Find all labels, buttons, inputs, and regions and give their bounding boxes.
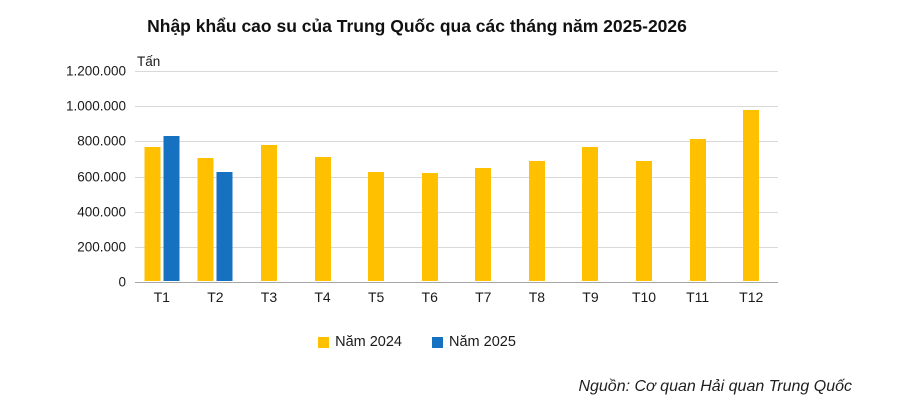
legend-label: Năm 2025 <box>449 334 516 350</box>
gridline-1000000 <box>135 106 778 108</box>
gridline-0 <box>135 282 778 283</box>
legend-item-n-m-2024: Năm 2024 <box>318 334 402 350</box>
gridline-400000 <box>135 211 778 213</box>
y-axis-unit-label: Tấn <box>137 54 161 69</box>
bar-n-m-2024-t9 <box>582 147 599 281</box>
bar-group-t8 <box>528 161 545 281</box>
bar-n-m-2025-t2 <box>216 171 233 281</box>
bar-n-m-2024-t1 <box>144 146 161 281</box>
bar-n-m-2024-t11 <box>689 139 706 281</box>
x-tick-t6: T6 <box>421 289 438 305</box>
x-tick-t3: T3 <box>260 289 278 305</box>
bar-n-m-2024-t6 <box>421 172 438 281</box>
gridline-600000 <box>135 176 778 178</box>
legend-swatch-icon <box>432 336 443 348</box>
legend-item-n-m-2025: Năm 2025 <box>432 334 516 350</box>
y-tick-800000: 800.000 <box>77 133 126 149</box>
bar-group-t2 <box>197 157 233 281</box>
bar-group-t11 <box>689 139 706 281</box>
bar-n-m-2025-t1 <box>163 135 180 281</box>
bar-group-t3 <box>260 144 277 281</box>
gridline-1200000 <box>135 71 778 72</box>
x-tick-t5: T5 <box>367 289 385 305</box>
bar-n-m-2024-t12 <box>743 109 760 281</box>
y-tick-0: 0 <box>118 274 126 290</box>
legend-swatch-icon <box>318 336 330 348</box>
x-tick-t9: T9 <box>582 289 599 305</box>
y-tick-200000: 200.000 <box>77 239 126 255</box>
bar-group-t10 <box>636 161 653 281</box>
bar-group-t7 <box>475 167 492 281</box>
x-tick-t8: T8 <box>528 289 546 305</box>
bar-n-m-2024-t3 <box>260 144 277 281</box>
x-tick-t12: T12 <box>739 289 764 305</box>
x-tick-t1: T1 <box>153 289 170 305</box>
chart-title: Nhập khẩu cao su của Trung Quốc qua các … <box>147 16 687 36</box>
gridline-200000 <box>135 246 778 248</box>
x-tick-t4: T4 <box>314 289 331 305</box>
y-tick-400000: 400.000 <box>77 204 126 220</box>
legend-label: Năm 2024 <box>335 334 402 350</box>
bar-n-m-2024-t2 <box>197 157 214 281</box>
x-tick-t7: T7 <box>475 289 492 305</box>
y-tick-1200000: 1.200.000 <box>65 63 126 79</box>
x-axis-tick-labels: T1 T2 T3 T4 T5 T6 T7 T8 T9 T10 T11 T12 <box>135 289 778 309</box>
bar-group-t6 <box>421 172 438 281</box>
y-tick-1000000: 1.000.000 <box>65 98 126 114</box>
x-tick-t11: T11 <box>686 289 710 305</box>
bar-group-t5 <box>368 171 385 281</box>
bar-group-t9 <box>582 147 599 281</box>
bar-n-m-2024-t8 <box>528 161 545 281</box>
bar-n-m-2024-t7 <box>475 167 492 281</box>
bar-group-t1 <box>144 135 180 281</box>
plot-area <box>135 71 778 283</box>
y-tick-600000: 600.000 <box>77 169 126 184</box>
source-note: Nguồn: Cơ quan Hải quan Trung Quốc <box>578 378 852 395</box>
chart-legend: Năm 2024 Năm 2025 <box>0 334 834 350</box>
bar-n-m-2024-t10 <box>636 161 653 281</box>
y-axis-tick-labels: 0 200.000 400.000 600.000 800.000 1.000.000 1.… <box>0 64 126 290</box>
bar-n-m-2024-t4 <box>314 157 331 281</box>
bar-n-m-2024-t5 <box>368 171 385 281</box>
x-tick-t10: T10 <box>631 289 657 305</box>
bar-group-t4 <box>314 157 331 281</box>
bar-group-t12 <box>743 109 760 281</box>
x-tick-t2: T2 <box>207 289 224 305</box>
gridline-800000 <box>135 141 778 143</box>
